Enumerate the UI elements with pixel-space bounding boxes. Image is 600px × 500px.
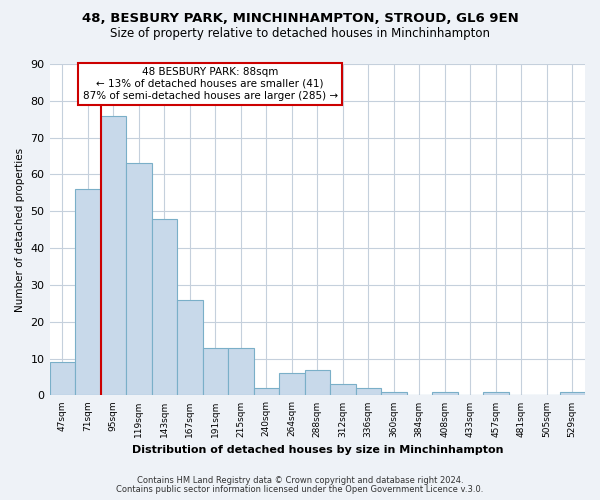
X-axis label: Distribution of detached houses by size in Minchinhampton: Distribution of detached houses by size … bbox=[131, 445, 503, 455]
Bar bbox=[177, 300, 203, 396]
Bar bbox=[254, 388, 279, 396]
Bar bbox=[75, 189, 101, 396]
Bar bbox=[330, 384, 356, 396]
Bar bbox=[356, 388, 381, 396]
Bar bbox=[305, 370, 330, 396]
Bar bbox=[381, 392, 407, 396]
Bar bbox=[101, 116, 126, 396]
Y-axis label: Number of detached properties: Number of detached properties bbox=[15, 148, 25, 312]
Bar bbox=[228, 348, 254, 396]
Bar bbox=[126, 164, 152, 396]
Text: Contains HM Land Registry data © Crown copyright and database right 2024.: Contains HM Land Registry data © Crown c… bbox=[137, 476, 463, 485]
Bar bbox=[152, 218, 177, 396]
Bar bbox=[483, 392, 509, 396]
Bar bbox=[432, 392, 458, 396]
Bar bbox=[560, 392, 585, 396]
Bar bbox=[279, 374, 305, 396]
Bar bbox=[50, 362, 75, 396]
Text: 48, BESBURY PARK, MINCHINHAMPTON, STROUD, GL6 9EN: 48, BESBURY PARK, MINCHINHAMPTON, STROUD… bbox=[82, 12, 518, 26]
Text: Contains public sector information licensed under the Open Government Licence v.: Contains public sector information licen… bbox=[116, 485, 484, 494]
Text: Size of property relative to detached houses in Minchinhampton: Size of property relative to detached ho… bbox=[110, 28, 490, 40]
Text: 48 BESBURY PARK: 88sqm
← 13% of detached houses are smaller (41)
87% of semi-det: 48 BESBURY PARK: 88sqm ← 13% of detached… bbox=[83, 68, 338, 100]
Bar bbox=[203, 348, 228, 396]
